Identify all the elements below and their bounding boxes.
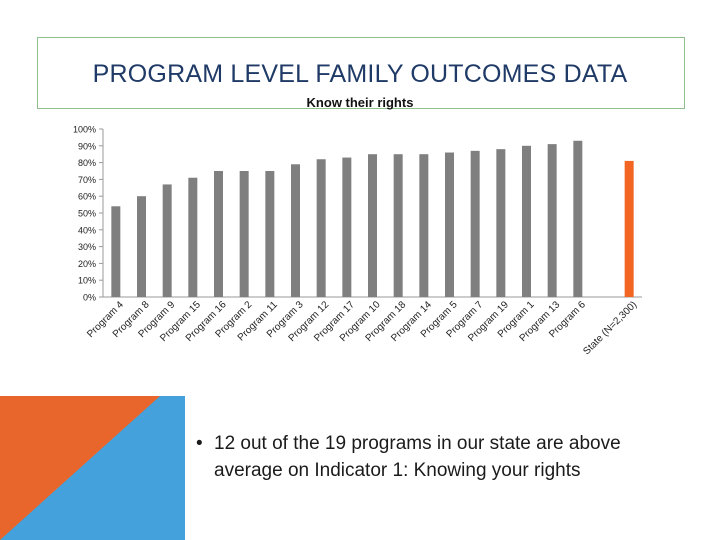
bullet-text: 12 out of the 19 programs in our state a…: [214, 433, 621, 481]
x-tick-label: State (N=2,300): [581, 299, 639, 357]
y-tick-label: 70%: [78, 175, 96, 185]
bar: [239, 171, 249, 297]
bar: [111, 206, 121, 297]
bar: [342, 157, 352, 297]
y-tick-label: 10%: [78, 276, 96, 286]
bar: [470, 150, 480, 297]
bar: [393, 154, 403, 297]
bar: [445, 152, 454, 297]
y-tick-label: 30%: [78, 242, 96, 252]
y-tick-label: 0%: [83, 293, 96, 303]
bar: [162, 184, 172, 297]
bar: [547, 144, 557, 297]
bullet-dot: •: [196, 433, 203, 454]
content-panel: [185, 396, 720, 540]
bar: [188, 177, 198, 297]
bar: [522, 145, 531, 297]
bar: [573, 140, 583, 297]
y-tick-label: 40%: [78, 225, 96, 235]
y-tick-label: 60%: [78, 192, 96, 202]
bar: [214, 171, 223, 297]
bar: [265, 171, 275, 297]
bullet-item: • 12 out of the 19 programs in our state…: [196, 430, 666, 484]
bar: [419, 154, 429, 297]
title-box: [37, 37, 685, 109]
chart-title: Know their rights: [306, 95, 414, 110]
bar: [137, 196, 146, 297]
y-tick-label: 20%: [78, 259, 96, 269]
bar-chart: 0%10%20%30%40%50%60%70%80%90%100%Program…: [73, 125, 642, 357]
bar: [496, 149, 506, 297]
y-tick-label: 50%: [78, 209, 96, 219]
y-tick-label: 100%: [73, 125, 96, 135]
bar: [316, 159, 326, 297]
y-tick-label: 90%: [78, 141, 96, 151]
bar: [368, 154, 377, 297]
bar: [291, 164, 300, 297]
slide-title: PROGRAM LEVEL FAMILY OUTCOMES DATA: [92, 60, 628, 88]
y-tick-label: 80%: [78, 158, 96, 168]
bar-state: [624, 160, 634, 297]
